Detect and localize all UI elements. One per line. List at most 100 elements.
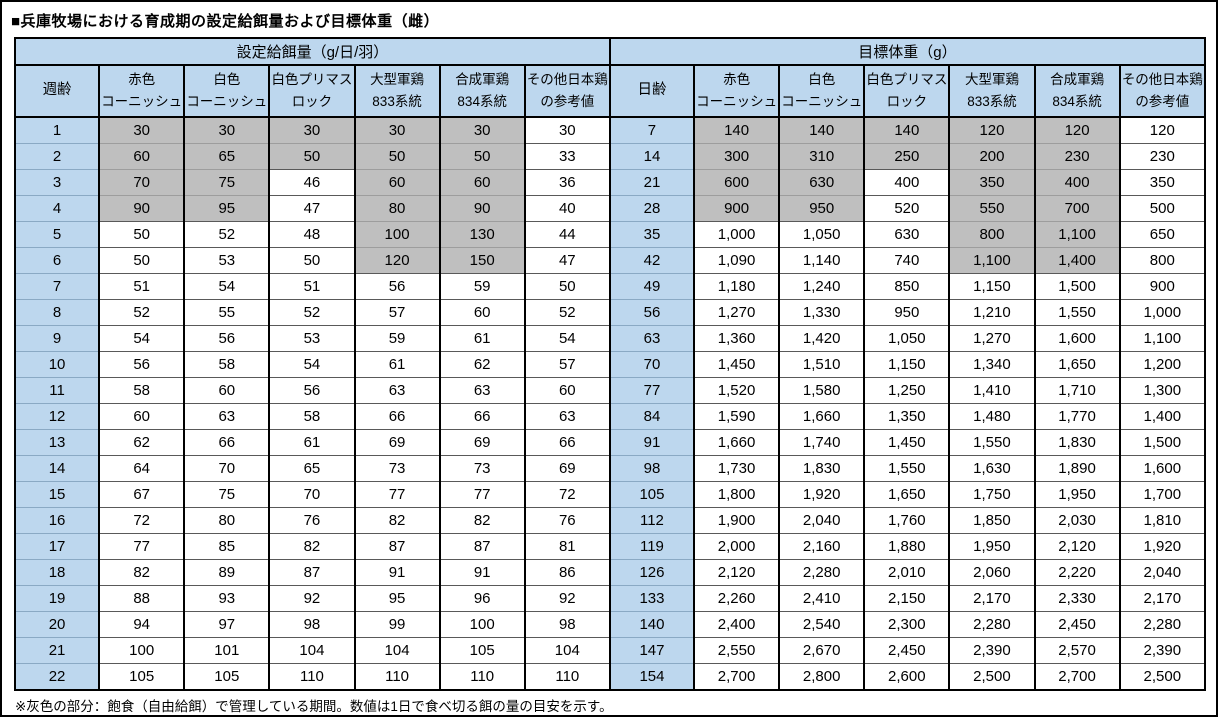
value-cell: 72 <box>98 507 185 534</box>
value-cell: 44 <box>523 221 610 248</box>
value-cell: 82 <box>98 559 185 586</box>
table-row: 1 30 30 30 30 30 30 7 140 140 140 120 120 120 <box>13 116 1205 144</box>
value-cell: 82 <box>353 507 440 534</box>
value-cell: 60 <box>98 403 185 430</box>
value-cell: 1,830 <box>1033 429 1120 456</box>
value-cell: 75 <box>183 481 270 508</box>
week-age-cell: 11 <box>13 377 100 404</box>
value-cell: 2,670 <box>778 637 865 664</box>
value-cell: 1,810 <box>1118 507 1205 534</box>
value-cell: 1,660 <box>778 403 865 430</box>
value-cell: 950 <box>863 299 950 326</box>
value-cell: 2,260 <box>693 585 780 612</box>
value-cell: 1,300 <box>1118 377 1205 404</box>
day-age-cell: 154 <box>608 663 695 690</box>
value-cell: 104 <box>268 637 355 664</box>
value-cell: 54 <box>183 273 270 300</box>
value-cell: 1,450 <box>693 351 780 378</box>
value-cell: 630 <box>778 169 865 196</box>
table-row: 11 58 60 56 63 63 60 77 1,520 1,580 1,250 1,410 1,71… <box>13 377 1205 404</box>
value-cell: 1,600 <box>1118 455 1205 482</box>
breed-column-header: 合成軍鶏 834系統 <box>1033 65 1120 118</box>
value-cell: 59 <box>353 325 440 352</box>
value-cell: 58 <box>268 403 355 430</box>
value-cell: 1,950 <box>948 533 1035 560</box>
week-age-cell: 18 <box>13 559 100 586</box>
value-cell: 110 <box>353 663 440 690</box>
day-age-cell: 126 <box>608 559 695 586</box>
value-cell: 900 <box>1118 273 1205 300</box>
value-cell: 1,520 <box>693 377 780 404</box>
value-cell: 57 <box>523 351 610 378</box>
value-cell: 1,500 <box>1033 273 1120 300</box>
value-cell: 82 <box>268 533 355 560</box>
value-cell: 69 <box>438 429 525 456</box>
value-cell: 230 <box>1033 143 1120 170</box>
value-cell: 64 <box>98 455 185 482</box>
value-cell: 2,010 <box>863 559 950 586</box>
value-cell: 73 <box>438 455 525 482</box>
table-row: 7 51 54 51 56 59 50 49 1,180 1,240 850 1,150 1,500 90… <box>13 273 1205 300</box>
value-cell: 2,390 <box>1118 637 1205 664</box>
value-cell: 60 <box>438 299 525 326</box>
value-cell: 100 <box>353 221 440 248</box>
value-cell: 104 <box>523 637 610 664</box>
value-cell: 110 <box>438 663 525 690</box>
value-cell: 1,400 <box>1033 247 1120 274</box>
value-cell: 92 <box>523 585 610 612</box>
value-cell: 77 <box>438 481 525 508</box>
value-cell: 2,570 <box>1033 637 1120 664</box>
value-cell: 87 <box>438 533 525 560</box>
value-cell: 1,770 <box>1033 403 1120 430</box>
value-cell: 105 <box>183 663 270 690</box>
week-age-cell: 4 <box>13 195 100 222</box>
value-cell: 800 <box>948 221 1035 248</box>
value-cell: 1,180 <box>693 273 780 300</box>
value-cell: 120 <box>1118 116 1205 144</box>
value-cell: 2,170 <box>948 585 1035 612</box>
value-cell: 1,270 <box>693 299 780 326</box>
value-cell: 2,220 <box>1033 559 1120 586</box>
value-cell: 50 <box>438 143 525 170</box>
week-age-cell: 6 <box>13 247 100 274</box>
breed-column-header: 白色 コーニッシュ <box>778 65 865 118</box>
value-cell: 1,150 <box>948 273 1035 300</box>
value-cell: 89 <box>183 559 270 586</box>
value-cell: 550 <box>948 195 1035 222</box>
week-age-cell: 5 <box>13 221 100 248</box>
table-row: 4 90 95 47 80 90 40 28 900 950 520 550 700 500 <box>13 195 1205 222</box>
value-cell: 87 <box>268 559 355 586</box>
value-cell: 2,600 <box>863 663 950 690</box>
value-cell: 1,580 <box>778 377 865 404</box>
value-cell: 1,140 <box>778 247 865 274</box>
value-cell: 2,040 <box>778 507 865 534</box>
value-cell: 50 <box>523 273 610 300</box>
day-age-cell: 105 <box>608 481 695 508</box>
value-cell: 1,420 <box>778 325 865 352</box>
value-cell: 1,740 <box>778 429 865 456</box>
value-cell: 66 <box>438 403 525 430</box>
value-cell: 2,300 <box>863 611 950 638</box>
value-cell: 600 <box>693 169 780 196</box>
value-cell: 2,280 <box>778 559 865 586</box>
value-cell: 59 <box>438 273 525 300</box>
value-cell: 90 <box>98 195 185 222</box>
value-cell: 55 <box>183 299 270 326</box>
week-age-cell: 9 <box>13 325 100 352</box>
day-age-cell: 7 <box>608 116 695 144</box>
value-cell: 98 <box>523 611 610 638</box>
value-cell: 630 <box>863 221 950 248</box>
value-cell: 47 <box>268 195 355 222</box>
value-cell: 2,450 <box>863 637 950 664</box>
value-cell: 56 <box>183 325 270 352</box>
week-age-cell: 13 <box>13 429 100 456</box>
value-cell: 62 <box>98 429 185 456</box>
value-cell: 95 <box>353 585 440 612</box>
value-cell: 1,450 <box>863 429 950 456</box>
value-cell: 1,800 <box>693 481 780 508</box>
value-cell: 1,900 <box>693 507 780 534</box>
value-cell: 1,360 <box>693 325 780 352</box>
value-cell: 1,550 <box>948 429 1035 456</box>
value-cell: 800 <box>1118 247 1205 274</box>
